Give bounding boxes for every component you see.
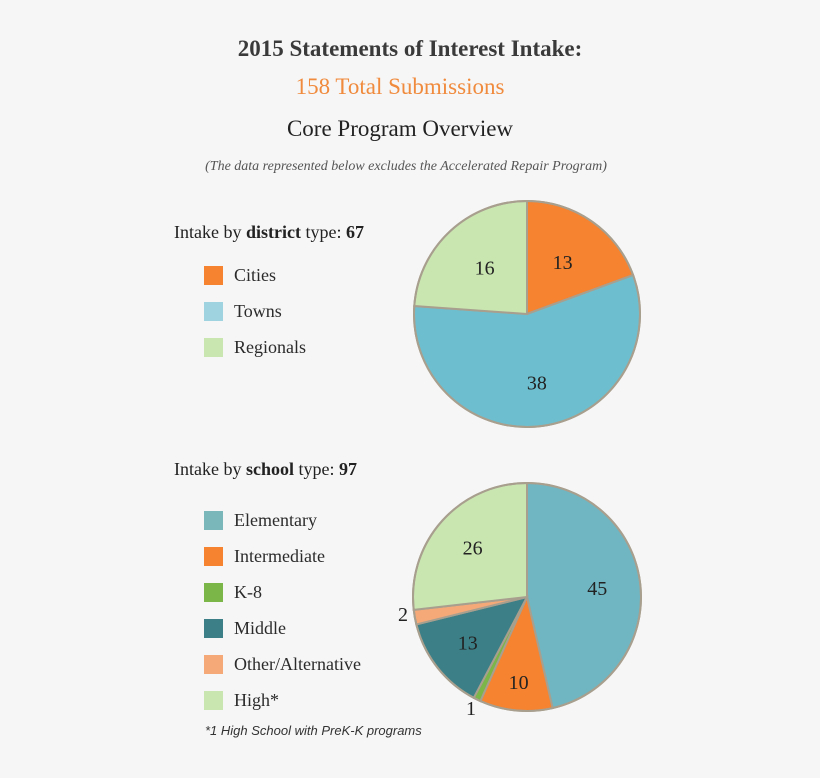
legend-label: High* bbox=[234, 689, 279, 710]
legend-item: K-8 bbox=[204, 574, 361, 610]
footnote: *1 High School with PreK-K programs bbox=[205, 723, 422, 738]
legend-item: Cities bbox=[204, 257, 306, 293]
slice-value-label: 1 bbox=[466, 698, 476, 720]
section-title: Core Program Overview bbox=[286, 116, 514, 141]
pie-slice bbox=[413, 199, 528, 316]
slice-value-label: 26 bbox=[463, 537, 483, 559]
legend-label: Cities bbox=[234, 264, 277, 285]
slice-value-label: 45 bbox=[587, 578, 607, 600]
district-heading: Intake by district type: 67 bbox=[174, 222, 364, 242]
pie-outline bbox=[413, 200, 641, 428]
legend-label: Elementary bbox=[234, 509, 317, 530]
exclusion-note: (The data represented below excludes the… bbox=[205, 159, 607, 174]
legend-swatch bbox=[204, 690, 223, 710]
slice-value-label: 13 bbox=[458, 632, 478, 654]
legend-swatch bbox=[204, 265, 223, 285]
legend-label: Other/Alternative bbox=[234, 653, 361, 674]
legend-label: K-8 bbox=[234, 581, 262, 602]
school-heading: Intake by school type: 97 bbox=[174, 459, 357, 479]
legend-swatch bbox=[204, 546, 223, 566]
legend-label: Regionals bbox=[234, 336, 306, 357]
legend-swatch bbox=[204, 337, 223, 357]
legend-swatch bbox=[204, 510, 223, 530]
legend-item: High* bbox=[204, 682, 361, 718]
district-legend: Cities Towns Regionals bbox=[204, 257, 306, 365]
legend-item: Other/Alternative bbox=[204, 646, 361, 682]
legend-label: Middle bbox=[234, 617, 286, 638]
legend-swatch bbox=[204, 301, 223, 321]
slice-value-label: 13 bbox=[553, 252, 573, 274]
legend-item: Elementary bbox=[204, 502, 361, 538]
slice-value-label: 38 bbox=[527, 372, 547, 394]
legend-item: Regionals bbox=[204, 329, 306, 365]
legend-swatch bbox=[204, 618, 223, 638]
school-legend: Elementary Intermediate K-8 Middle Other/Alt… bbox=[204, 502, 361, 718]
pie-outline bbox=[412, 482, 642, 712]
legend-swatch bbox=[204, 582, 223, 602]
slice-value-label: 10 bbox=[509, 672, 529, 694]
slice-value-label: 2 bbox=[398, 604, 408, 626]
total-submissions: 158 Total Submissions bbox=[295, 74, 505, 99]
legend-swatch bbox=[204, 654, 223, 674]
legend-item: Middle bbox=[204, 610, 361, 646]
legend-item: Intermediate bbox=[204, 538, 361, 574]
slice-value-label: 16 bbox=[475, 258, 495, 280]
legend-label: Towns bbox=[234, 300, 282, 321]
legend-item: Towns bbox=[204, 293, 306, 329]
page-title: 2015 Statements of Interest Intake: bbox=[237, 36, 583, 61]
legend-label: Intermediate bbox=[234, 545, 325, 566]
